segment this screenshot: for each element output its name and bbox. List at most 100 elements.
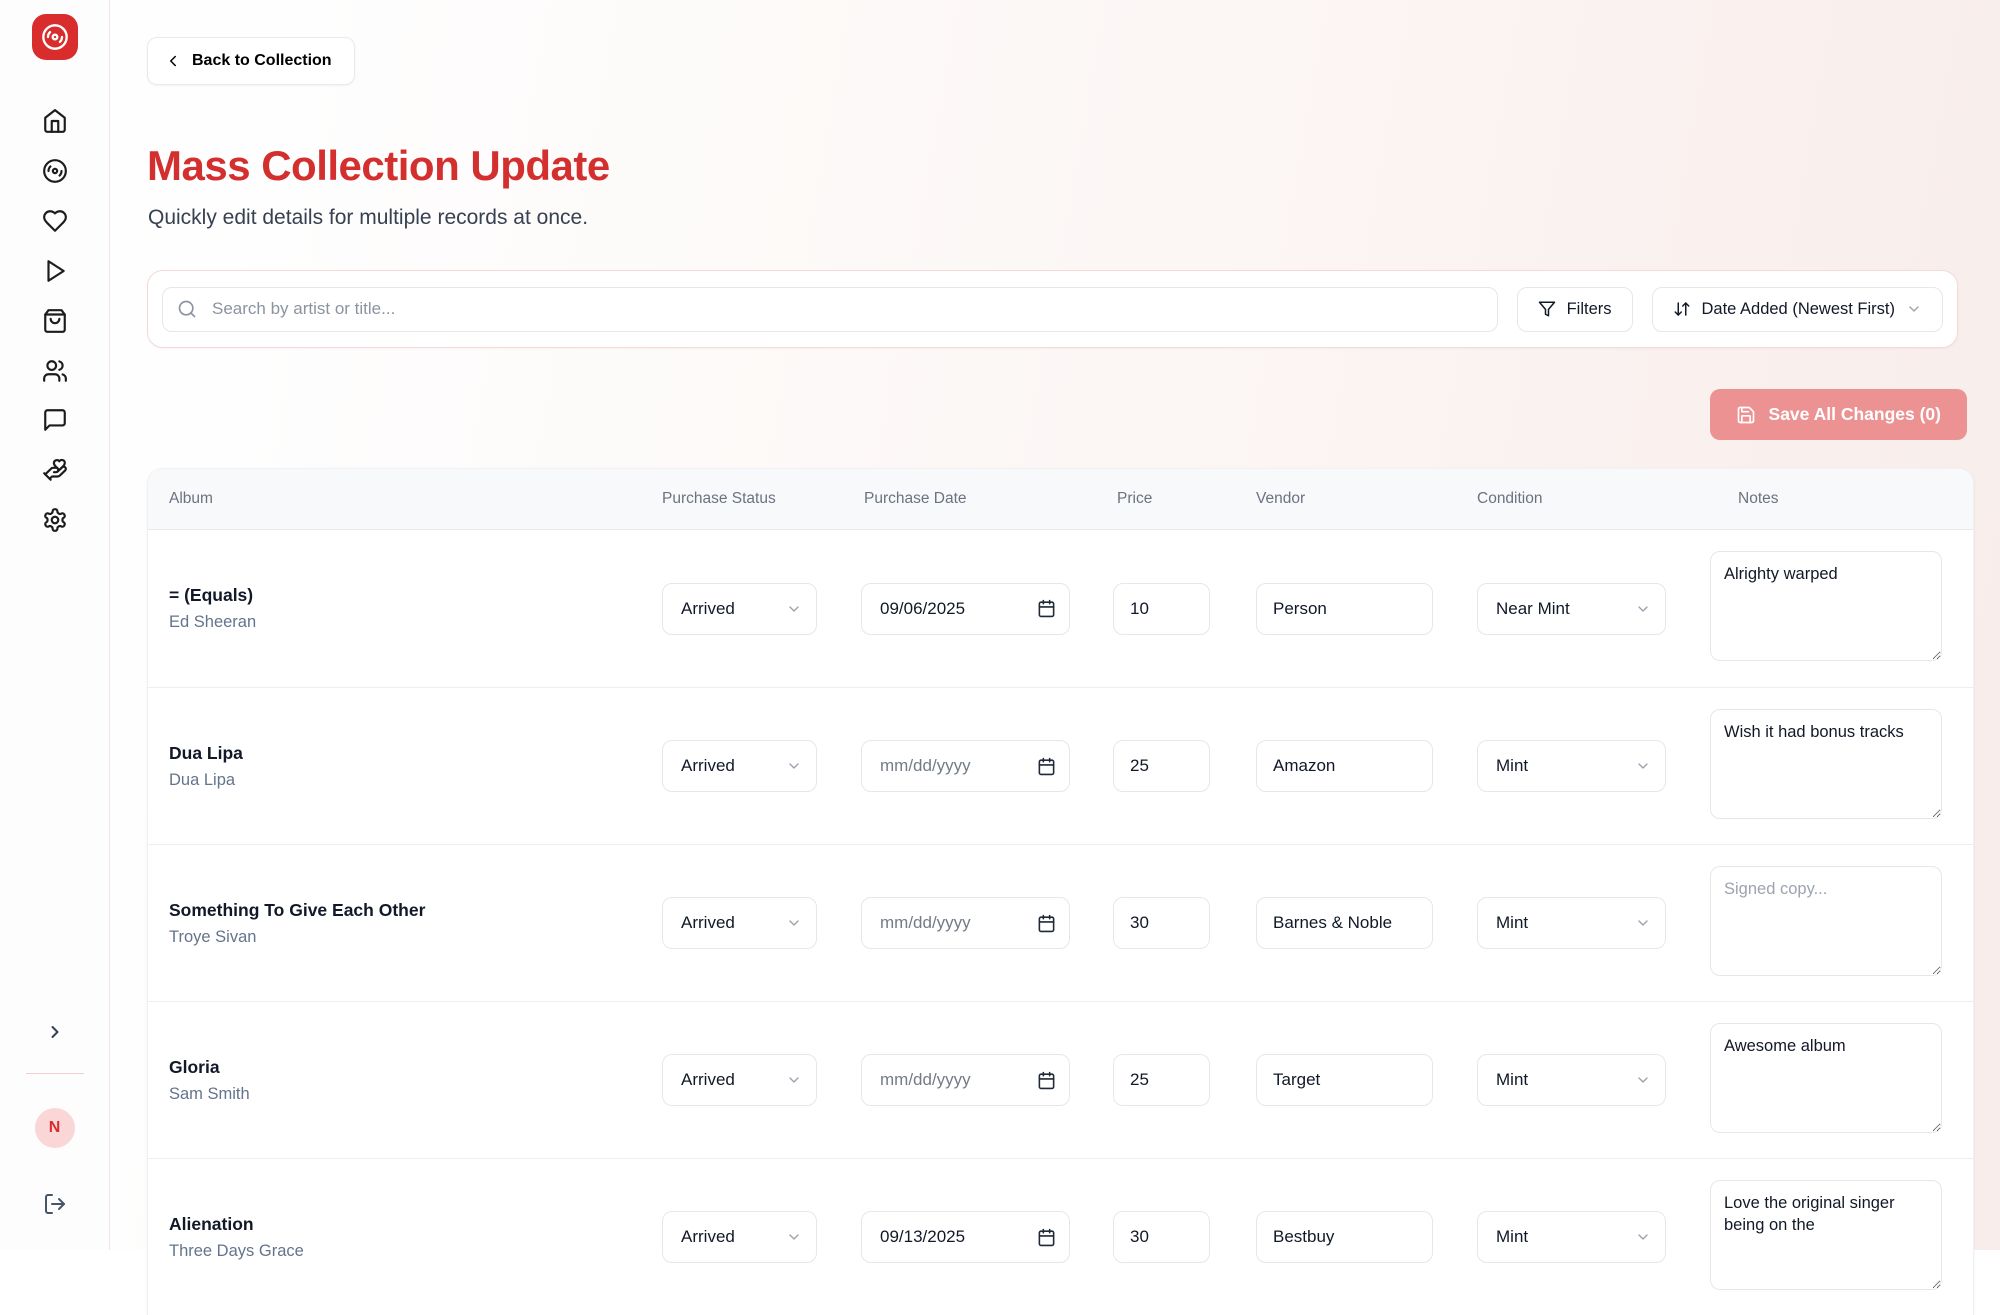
heart-icon[interactable]	[42, 208, 68, 234]
notes-textarea[interactable]: Awesome album	[1710, 1022, 1942, 1133]
search-box[interactable]	[162, 286, 1498, 332]
status-value: Arrived	[681, 1070, 735, 1089]
home-icon[interactable]	[42, 108, 68, 134]
purchase-date-input[interactable]: 09/13/2025	[861, 1211, 1070, 1263]
notes-textarea[interactable]: Wish it had bonus tracks	[1710, 708, 1942, 819]
calendar-icon[interactable]	[1037, 599, 1056, 618]
chevron-down-icon	[1638, 605, 1648, 612]
date-value: 09/13/2025	[880, 1227, 966, 1246]
purchase-status-select[interactable]: Arrived	[662, 897, 817, 949]
sidebar: N	[0, 0, 110, 1250]
search-toolbar: Filters Date Added (Newest First)	[147, 270, 1958, 348]
filters-button[interactable]: Filters	[1516, 286, 1633, 332]
sort-dropdown[interactable]: Date Added (Newest First)	[1651, 286, 1943, 332]
condition-select[interactable]: Near Mint	[1477, 582, 1666, 635]
vendor-input[interactable]	[1256, 582, 1433, 635]
table-row: Gloria Sam Smith Arrived mm/dd/yyyy Mint…	[148, 1001, 1973, 1158]
condition-value: Mint	[1496, 1070, 1529, 1089]
notes-textarea[interactable]: Alrighty warped	[1710, 551, 1942, 661]
album-title: Something To Give Each Other	[169, 899, 426, 920]
purchase-date-input[interactable]: mm/dd/yyyy	[861, 897, 1070, 949]
album-artist: Troye Sivan	[169, 927, 257, 946]
date-value: mm/dd/yyyy	[880, 1070, 971, 1089]
save-floppy-icon	[1737, 406, 1754, 423]
notes-textarea[interactable]: Love the original singer being on the	[1710, 1179, 1942, 1290]
shopping-bag-icon[interactable]	[42, 308, 68, 334]
album-artist: Dua Lipa	[169, 770, 236, 789]
table-row: Dua Lipa Dua Lipa Arrived mm/dd/yyyy Min…	[148, 687, 1973, 844]
price-input[interactable]	[1113, 897, 1210, 949]
vendor-input[interactable]	[1256, 897, 1433, 949]
purchase-status-select[interactable]: Arrived	[662, 740, 817, 792]
price-input[interactable]	[1113, 1054, 1210, 1106]
hand-heart-icon[interactable]	[42, 457, 68, 483]
filter-funnel-icon	[1538, 301, 1555, 317]
album-artist: Three Days Grace	[169, 1241, 304, 1260]
main-area: Back to Collection Mass Collection Updat…	[110, 0, 2000, 1315]
date-value: mm/dd/yyyy	[880, 913, 971, 932]
condition-value: Mint	[1496, 1227, 1529, 1246]
condition-select[interactable]: Mint	[1477, 1211, 1666, 1263]
purchase-status-select[interactable]: Arrived	[662, 1211, 817, 1263]
chevron-down-icon	[789, 1077, 799, 1083]
price-input[interactable]	[1113, 1211, 1210, 1263]
notes-textarea[interactable]	[1710, 865, 1942, 976]
calendar-icon[interactable]	[1037, 914, 1056, 933]
condition-value: Near Mint	[1496, 598, 1570, 618]
col-header-condition: Condition	[1477, 490, 1543, 507]
purchase-date-input[interactable]: 09/06/2025	[861, 582, 1070, 635]
chevron-down-icon	[789, 1234, 799, 1240]
condition-select[interactable]: Mint	[1477, 1054, 1666, 1106]
price-input[interactable]	[1113, 582, 1210, 635]
vendor-input[interactable]	[1256, 1054, 1433, 1106]
album-title: = (Equals)	[169, 585, 254, 605]
chevron-down-icon	[789, 920, 799, 926]
condition-select[interactable]: Mint	[1477, 897, 1666, 949]
album-title: Dua Lipa	[169, 742, 243, 763]
calendar-icon[interactable]	[1037, 1228, 1056, 1247]
chevron-down-icon	[1638, 1077, 1648, 1083]
date-value: mm/dd/yyyy	[880, 756, 971, 775]
condition-select[interactable]: Mint	[1477, 740, 1666, 792]
chevron-down-icon	[789, 605, 799, 612]
purchase-date-input[interactable]: mm/dd/yyyy	[861, 740, 1070, 792]
col-header-notes: Notes	[1738, 490, 1779, 507]
play-icon[interactable]	[42, 258, 68, 284]
purchase-date-input[interactable]: mm/dd/yyyy	[861, 1054, 1070, 1106]
date-value: 09/06/2025	[880, 598, 966, 618]
settings-icon[interactable]	[42, 507, 68, 533]
col-header-status: Purchase Status	[662, 490, 776, 507]
chevron-down-icon	[1638, 920, 1648, 926]
album-title: Alienation	[169, 1213, 254, 1234]
table-row: = (Equals) Ed Sheeran Arrived 09/06/2025…	[148, 530, 1973, 687]
condition-value: Mint	[1496, 756, 1529, 775]
vendor-input[interactable]	[1256, 1211, 1433, 1263]
calendar-icon[interactable]	[1037, 757, 1056, 776]
sidebar-expand-icon[interactable]	[45, 1022, 65, 1042]
page-subtitle: Quickly edit details for multiple record…	[148, 206, 589, 229]
status-value: Arrived	[681, 913, 735, 932]
save-all-changes-button[interactable]: Save All Changes (0)	[1709, 389, 1967, 440]
logout-icon[interactable]	[43, 1192, 67, 1216]
vendor-input[interactable]	[1256, 740, 1433, 792]
price-input[interactable]	[1113, 740, 1210, 792]
table-row: Something To Give Each Other Troye Sivan…	[148, 844, 1973, 1001]
purchase-status-select[interactable]: Arrived	[662, 582, 817, 635]
records-table: Album Purchase Status Purchase Date Pric…	[147, 468, 1974, 1315]
calendar-icon[interactable]	[1037, 1071, 1056, 1090]
app-logo-vinyl-icon[interactable]	[31, 14, 78, 60]
chevron-down-icon	[1638, 1234, 1648, 1240]
back-to-collection-button[interactable]: Back to Collection	[147, 37, 355, 85]
purchase-status-select[interactable]: Arrived	[662, 1054, 817, 1106]
sort-label: Date Added (Newest First)	[1701, 299, 1896, 318]
chevron-down-icon	[789, 763, 799, 769]
album-artist: Ed Sheeran	[169, 613, 257, 631]
vinyl-disc-icon[interactable]	[42, 158, 68, 184]
chevron-down-icon	[1638, 763, 1648, 769]
chevron-left-icon	[170, 55, 176, 67]
search-input[interactable]	[212, 287, 1483, 331]
col-header-vendor: Vendor	[1256, 490, 1306, 507]
users-icon[interactable]	[42, 358, 68, 384]
chat-icon[interactable]	[42, 407, 68, 433]
user-avatar[interactable]: N	[34, 1108, 75, 1148]
